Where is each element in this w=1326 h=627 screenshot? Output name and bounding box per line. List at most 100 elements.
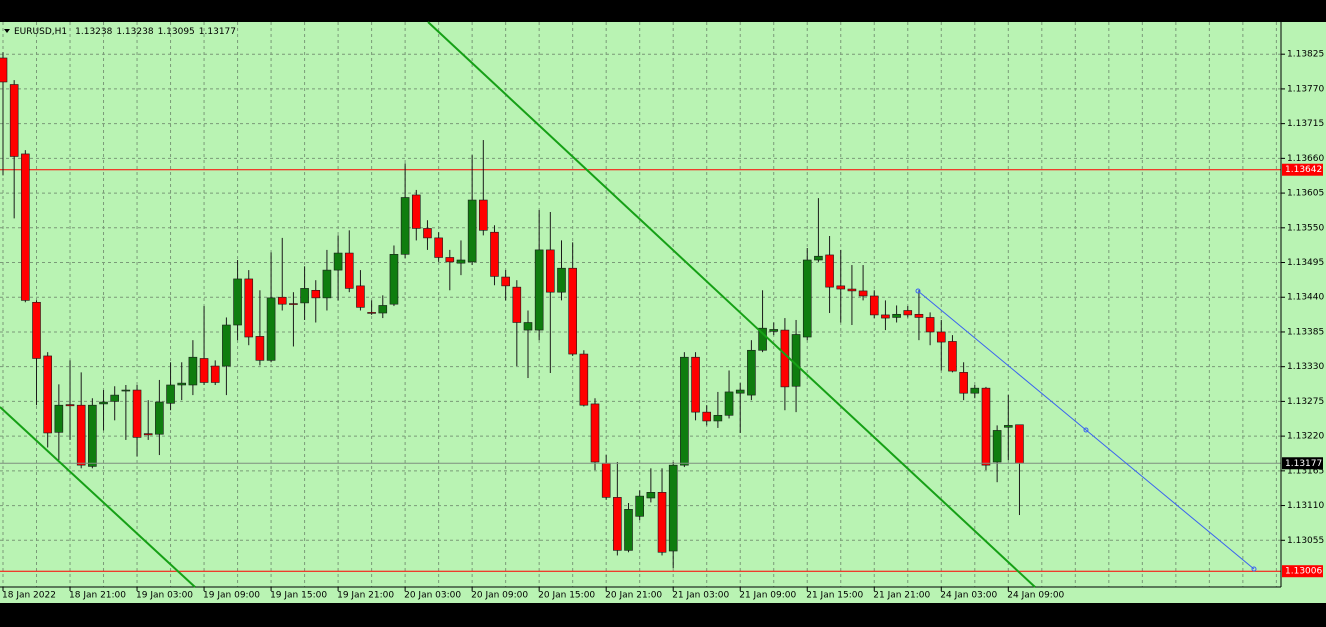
candle-body xyxy=(925,317,935,333)
candle-body xyxy=(344,252,354,289)
price-level-label: 1.13006 xyxy=(1285,567,1322,577)
candle-body xyxy=(233,278,242,326)
candle-body xyxy=(155,401,164,435)
x-tick-label: 18 Jan 21:00 xyxy=(69,591,126,601)
trendline xyxy=(427,21,1036,588)
candle-body xyxy=(32,301,41,359)
candle-body xyxy=(557,267,566,293)
y-tick-label: 1.13330 xyxy=(1287,362,1324,372)
candle-body xyxy=(836,285,846,290)
candle-body xyxy=(903,310,913,316)
candle-body xyxy=(222,324,231,367)
y-tick-label: 1.13385 xyxy=(1287,327,1324,337)
candle-body xyxy=(825,254,834,288)
candle-body xyxy=(143,433,153,436)
y-tick-label: 1.13495 xyxy=(1287,258,1324,268)
candle-body xyxy=(568,267,577,355)
candle-body xyxy=(814,255,823,261)
candle-body xyxy=(747,349,756,396)
y-tick-label: 1.13220 xyxy=(1287,432,1324,442)
x-tick-label: 21 Jan 03:00 xyxy=(672,591,729,601)
candle-body xyxy=(21,153,30,301)
trendline-handle xyxy=(1083,427,1089,433)
price-level-label: 1.13642 xyxy=(1285,165,1322,175)
candle-body xyxy=(311,289,321,299)
candle-body xyxy=(400,197,410,255)
price-level-tag xyxy=(1282,565,1323,578)
x-tick-label: 20 Jan 21:00 xyxy=(605,591,662,601)
x-tick-label: 20 Jan 15:00 xyxy=(538,591,595,601)
y-tick-label: 1.13770 xyxy=(1287,84,1324,94)
candle-body xyxy=(99,401,108,405)
current-price-label: 1.13177 xyxy=(1285,459,1322,469)
header-low: 1.13095 xyxy=(158,27,195,37)
candle-body xyxy=(847,288,857,292)
y-tick-label: 1.13715 xyxy=(1287,119,1324,129)
candle-body xyxy=(668,464,678,552)
candle-body xyxy=(479,199,488,231)
candle-body xyxy=(735,389,745,394)
candle-body xyxy=(992,430,1002,463)
x-tick-label: 21 Jan 21:00 xyxy=(873,591,930,601)
candle-body xyxy=(423,228,432,239)
y-tick-label: 1.13165 xyxy=(1287,466,1324,476)
candle-body xyxy=(389,254,399,305)
price-level-tag xyxy=(1282,163,1323,176)
x-tick-label: 19 Jan 21:00 xyxy=(337,591,394,601)
candle-body xyxy=(188,356,198,386)
candle-body xyxy=(613,497,622,551)
candle-body xyxy=(378,305,388,314)
candle-body xyxy=(970,387,980,394)
y-tick-label: 1.13440 xyxy=(1287,293,1324,303)
y-tick-label: 1.13660 xyxy=(1287,154,1324,164)
x-tick-label: 21 Jan 09:00 xyxy=(739,591,796,601)
candle-body xyxy=(534,249,544,331)
candle-body xyxy=(959,372,968,394)
candle-body xyxy=(121,389,131,392)
candle-body xyxy=(646,492,656,499)
candle-body xyxy=(713,414,723,422)
candle-body xyxy=(43,355,52,434)
candle-body xyxy=(199,358,209,383)
trendline-handle xyxy=(1251,566,1257,572)
candle-body xyxy=(691,356,700,413)
x-tick-label: 21 Jan 15:00 xyxy=(806,591,863,601)
candle-body xyxy=(590,403,600,463)
candle-body xyxy=(523,322,533,331)
candle-body xyxy=(501,276,510,287)
y-tick-label: 1.13825 xyxy=(1287,50,1324,60)
candle-body xyxy=(981,387,991,466)
candle-body xyxy=(277,296,287,305)
candle-body xyxy=(445,257,455,263)
y-tick-label: 1.13275 xyxy=(1287,397,1324,407)
candle-body xyxy=(132,389,142,438)
candle-body xyxy=(791,334,801,387)
candle-body xyxy=(680,356,689,466)
candle-body xyxy=(367,312,376,314)
candle-body xyxy=(881,314,890,319)
candle-body xyxy=(289,303,298,305)
menu-arrow xyxy=(4,29,10,33)
candle-body xyxy=(88,404,97,467)
trendline xyxy=(917,290,1255,570)
candle-body xyxy=(624,509,633,551)
candle-body xyxy=(244,278,254,338)
candle-body xyxy=(333,252,343,271)
candle-body xyxy=(780,329,790,388)
candle-body xyxy=(948,341,957,372)
candle-body xyxy=(266,297,276,361)
candle-body xyxy=(456,259,466,264)
candle-body xyxy=(657,492,667,553)
x-tick-label: 24 Jan 03:00 xyxy=(940,591,997,601)
candle-body xyxy=(936,331,946,343)
x-tick-label: 24 Jan 09:00 xyxy=(1007,591,1064,601)
candle-body xyxy=(1015,424,1024,464)
header-open: 1.13238 xyxy=(75,27,112,37)
header-high: 1.13238 xyxy=(116,27,153,37)
candle-body xyxy=(9,84,19,157)
candle-body xyxy=(490,231,499,277)
candle-body xyxy=(300,288,309,304)
candle-body xyxy=(76,404,86,466)
y-tick-label: 1.13605 xyxy=(1287,189,1324,199)
